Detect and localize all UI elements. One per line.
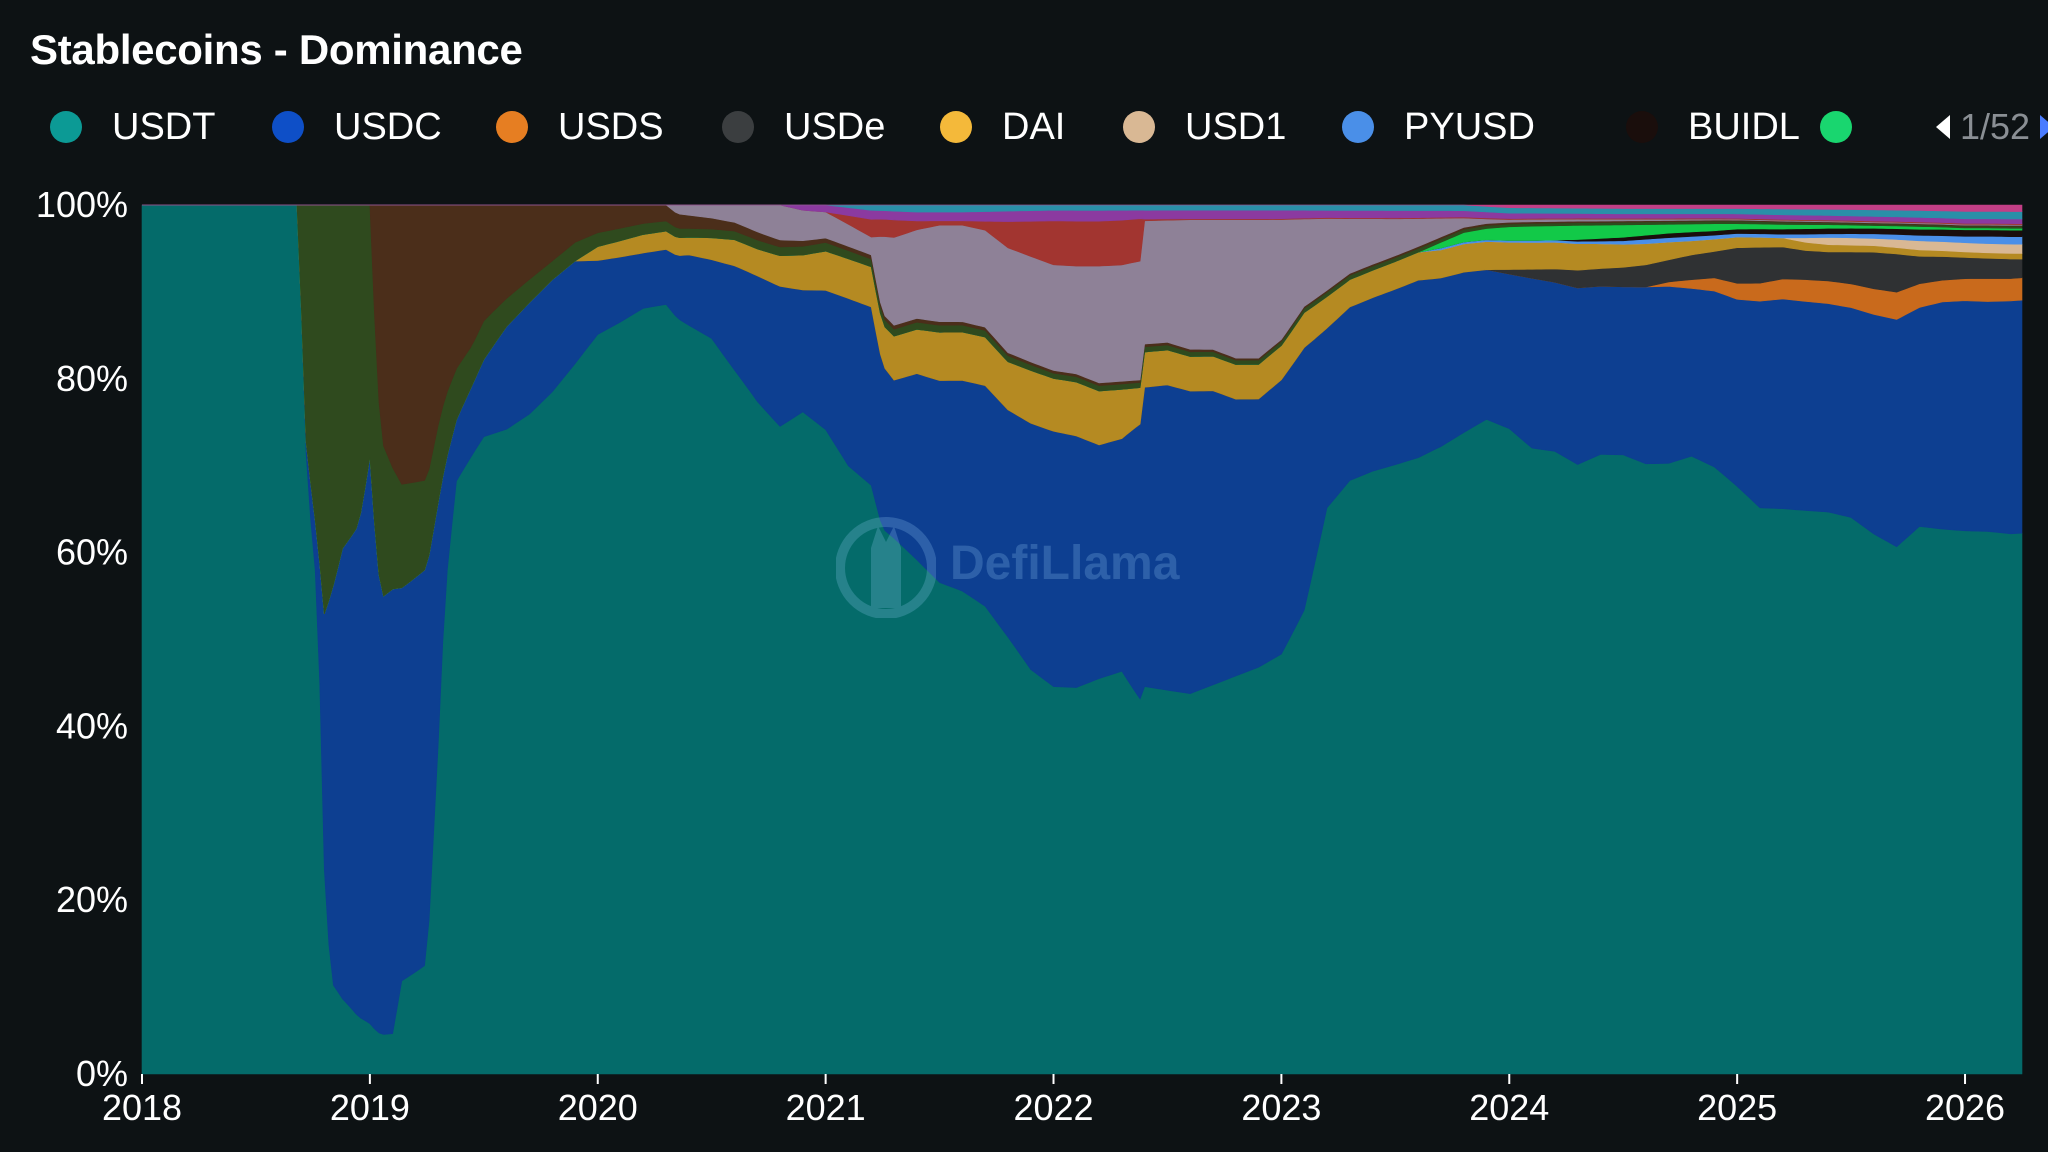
x-tick-label: 2025 <box>1697 1087 1777 1128</box>
x-tick-label: 2022 <box>1013 1087 1093 1128</box>
caret-right-icon[interactable] <box>2040 115 2048 139</box>
legend-dot-usdc <box>272 111 304 143</box>
legend-dot-usde <box>722 111 754 143</box>
x-tick-label: 2019 <box>330 1087 410 1128</box>
y-tick-label: 40% <box>56 705 128 746</box>
legend-label-buidl: BUIDL <box>1688 105 1800 148</box>
legend: USDT USDC USDS USDe DAI USD1 PYUSD BUID <box>50 102 2048 152</box>
legend-item-usde[interactable]: USDe <box>722 102 885 152</box>
legend-page-indicator: 1/52 <box>1960 106 2031 147</box>
x-tick-label: 2020 <box>558 1087 638 1128</box>
x-tick-label: 2024 <box>1469 1087 1549 1128</box>
legend-pager: 1/52 <box>1936 102 2048 152</box>
x-tick-label: 2026 <box>1925 1087 2005 1128</box>
area-series-15 <box>142 204 2023 212</box>
legend-dot-pyusd <box>1342 111 1374 143</box>
caret-left-icon[interactable] <box>1936 115 1950 139</box>
legend-item-partial[interactable] <box>1820 102 1882 152</box>
legend-dot-usds <box>496 111 528 143</box>
x-tick-label: 2021 <box>786 1087 866 1128</box>
legend-item-pyusd[interactable]: PYUSD <box>1342 102 1535 152</box>
y-tick-label: 0% <box>76 1053 128 1094</box>
legend-dot-partial <box>1820 111 1852 143</box>
legend-item-usds[interactable]: USDS <box>496 102 664 152</box>
x-tick-label: 2023 <box>1241 1087 1321 1128</box>
legend-item-dai[interactable]: DAI <box>940 102 1065 152</box>
legend-label-usds: USDS <box>558 105 664 148</box>
legend-label-usdt: USDT <box>112 105 216 148</box>
x-tick-label: 2018 <box>102 1087 182 1128</box>
y-tick-label: 80% <box>56 358 128 399</box>
legend-item-usd1[interactable]: USD1 <box>1123 102 1286 152</box>
y-tick-label: 20% <box>56 879 128 920</box>
area-series-group <box>141 204 2023 1075</box>
legend-dot-usd1 <box>1123 111 1155 143</box>
legend-label-usdc: USDC <box>334 105 442 148</box>
legend-item-usdt[interactable]: USDT <box>50 102 215 152</box>
legend-item-usdc[interactable]: USDC <box>272 102 442 152</box>
legend-dot-usdt <box>50 111 82 143</box>
chart-title: Stablecoins - Dominance <box>30 26 523 73</box>
legend-label-usd1: USD1 <box>1185 105 1287 148</box>
x-axis: 2018 2019 2020 2021 2022 2023 2024 2025 2026 <box>102 1074 2005 1128</box>
y-tick-label: 60% <box>56 532 128 573</box>
legend-label-usde: USDe <box>784 105 886 148</box>
legend-item-buidl[interactable]: BUIDL <box>1626 102 1800 152</box>
legend-dot-dai <box>940 111 972 143</box>
legend-label-pyusd: PYUSD <box>1404 105 1535 148</box>
legend-label-dai: DAI <box>1002 105 1066 148</box>
y-tick-label: 100% <box>36 184 128 225</box>
y-axis: 0% 20% 40% 60% 80% 100% <box>36 184 128 1094</box>
legend-dot-buidl <box>1626 111 1658 143</box>
